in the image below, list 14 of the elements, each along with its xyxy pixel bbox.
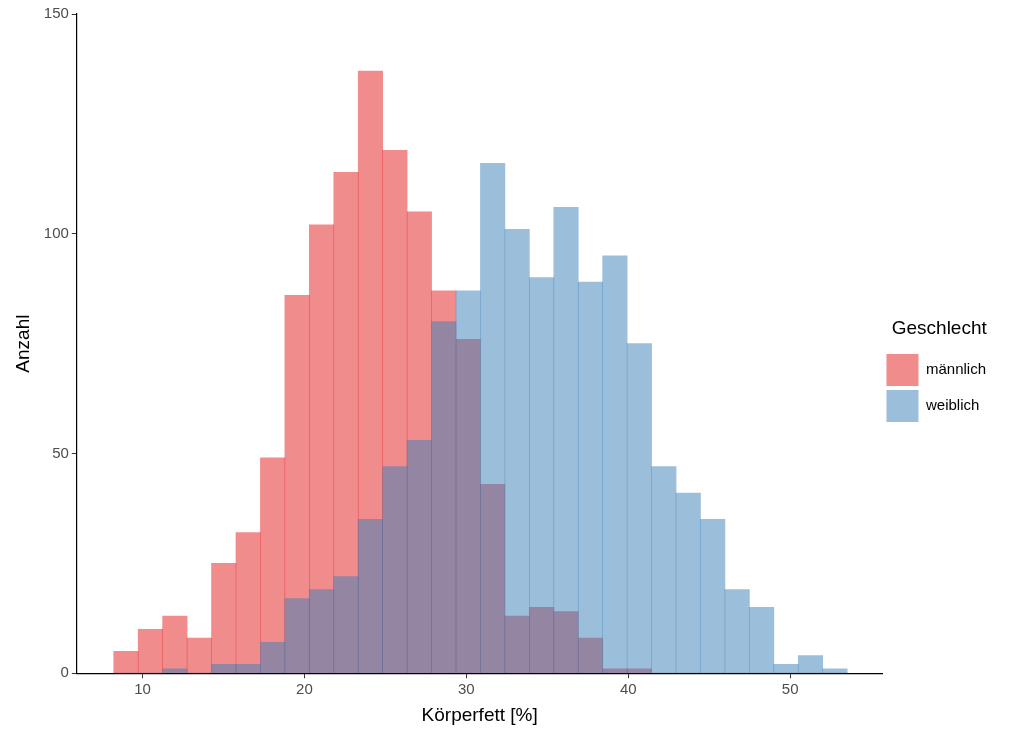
x-tick-label: 30 [458,680,475,698]
y-tick-label: 0 [60,663,69,681]
y-axis-title: Anzahl [11,314,33,373]
x-axis-title: Körperfett [%] [421,703,538,725]
legend-label: weiblich [924,396,980,414]
legend-label: männlich [925,360,986,378]
y-tick-label: 100 [43,223,69,241]
x-tick-label: 40 [619,680,637,698]
x-tick-label: 10 [134,680,151,698]
x-tick-label: 20 [296,680,313,698]
legend-title: Geschlecht [891,316,988,338]
y-tick-label: 150 [43,4,69,22]
x-tick-label: 50 [781,680,799,698]
y-tick-label: 50 [52,443,69,461]
